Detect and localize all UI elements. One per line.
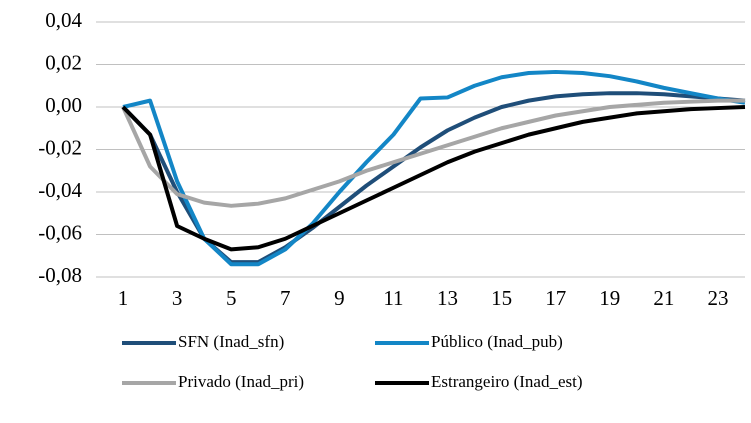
y-tick-label: -0,04 bbox=[38, 178, 82, 202]
y-tick-label: -0,06 bbox=[38, 220, 82, 244]
legend-label: Estrangeiro (Inad_est) bbox=[431, 372, 583, 391]
y-tick-label: -0,02 bbox=[38, 135, 82, 159]
x-tick-label: 9 bbox=[334, 286, 345, 310]
x-tick-label: 13 bbox=[437, 286, 458, 310]
x-tick-label: 1 bbox=[118, 286, 129, 310]
legend-label: Privado (Inad_pri) bbox=[178, 372, 304, 391]
x-tick-label: 15 bbox=[491, 286, 512, 310]
x-tick-label: 23 bbox=[707, 286, 728, 310]
legend-label: SFN (Inad_sfn) bbox=[178, 332, 284, 351]
y-tick-label: -0,08 bbox=[38, 263, 82, 287]
series-line bbox=[122, 69, 746, 267]
x-tick-label: 19 bbox=[599, 286, 620, 310]
x-tick-label: 7 bbox=[280, 286, 291, 310]
x-tick-label: 11 bbox=[383, 286, 403, 310]
legend-label: Público (Inad_pub) bbox=[431, 332, 563, 351]
x-tick-label: 5 bbox=[226, 286, 237, 310]
x-tick-label: 3 bbox=[172, 286, 183, 310]
y-tick-label: 0,00 bbox=[45, 93, 82, 117]
x-tick-label: 17 bbox=[545, 286, 566, 310]
x-tick-label: 21 bbox=[653, 286, 674, 310]
series-line bbox=[121, 91, 746, 265]
series-line bbox=[121, 105, 746, 252]
series-line bbox=[121, 98, 745, 208]
y-tick-label: 0,04 bbox=[45, 8, 82, 32]
y-tick-label: 0,02 bbox=[45, 50, 82, 74]
